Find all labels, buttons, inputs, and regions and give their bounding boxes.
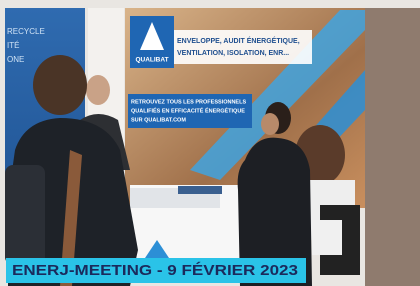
brand: QUALIBAT [135, 57, 168, 64]
sign-text: ONE [7, 55, 24, 64]
cloth [312, 220, 342, 255]
page: RECYCLE ITÉ ONE QUALIBAT ENVELOPPE, AUDI… [0, 0, 420, 286]
sign-text: RECYCLE [7, 27, 45, 36]
headline-box [174, 30, 312, 64]
brochure-stack [178, 186, 222, 194]
tagline-line: SUR QUALIBAT.COM [131, 117, 186, 123]
tagline-line: RETROUVEZ TOUS LES PROFESSIONNELS [131, 99, 246, 105]
right-wall [365, 8, 420, 286]
tagline-line: QUALIFIÉS EN EFFICACITÉ ÉNERGÉTIQUE [131, 106, 245, 114]
caption: ENERJ-MEETING - 9 FÉVRIER 2023 [12, 262, 298, 279]
headline-line: ENVELOPPE, AUDIT ÉNERGÉTIQUE, [177, 36, 300, 45]
headline-line: VENTILATION, ISOLATION, ENR... [177, 50, 289, 57]
photo: RECYCLE ITÉ ONE QUALIBAT ENVELOPPE, AUDI… [0, 0, 420, 286]
sign-text: ITÉ [7, 41, 19, 50]
